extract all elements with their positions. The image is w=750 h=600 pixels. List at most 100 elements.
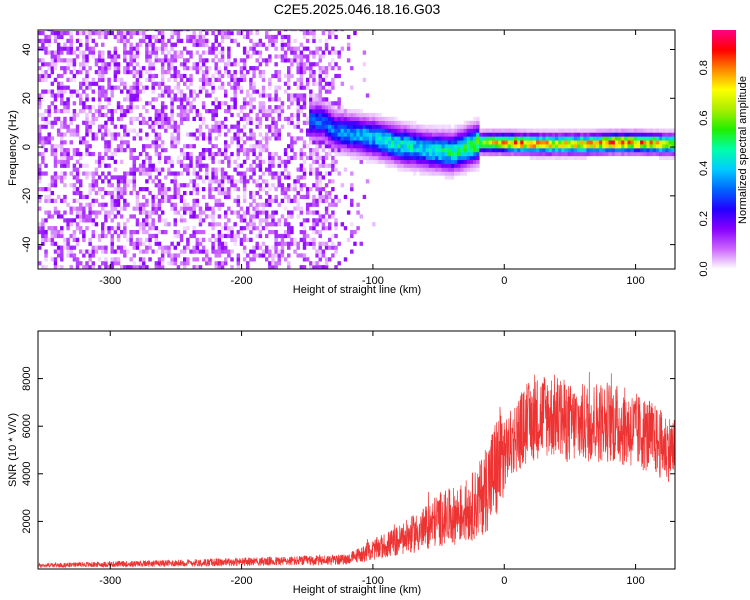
spectrogram-cell [113,214,118,219]
spectrogram-cell [375,148,379,153]
spectrogram-cell [290,237,294,242]
spectrogram-cell [261,210,266,215]
spectrogram-cell [580,144,584,149]
spectrogram-cell [47,132,51,137]
spectrogram-cell [287,194,291,200]
spectrogram-cell [113,85,118,90]
spectrogram-cell [343,136,348,141]
spectrogram-cell [413,132,417,137]
spectrogram-cell [126,179,130,184]
spectrogram-cell [154,167,159,172]
spectrogram-cell [173,66,177,71]
spectrogram-cell [296,58,300,63]
spectrogram-cell [38,171,42,176]
spectrogram-cell [72,218,77,223]
spectrogram-cell [387,140,392,145]
spectrogram-cell [413,159,417,164]
spectrogram-cell [391,132,395,137]
spectrogram-cell [264,218,269,223]
spectrogram-cell [375,116,379,122]
spectrogram-cell [384,136,389,141]
spectrogram-cell [132,116,137,122]
spectrogram-cell [309,105,313,110]
spectrogram-cell [570,132,575,137]
spectrogram-cell [104,245,108,250]
spectrogram-cell [466,132,471,137]
spectrogram-cell [208,190,212,196]
spectrogram-cell [290,116,294,122]
spectrogram-cell [435,163,439,168]
spectrogram-cell [239,214,244,219]
spectrogram-cell [192,226,196,231]
spectrogram-cell [302,62,307,67]
spectrogram-cell [444,163,449,168]
spectrogram-cell [104,144,108,149]
spectrogram-cell [94,167,99,172]
spectrogram-cell [312,183,316,188]
spectrogram-cell [94,210,99,215]
spectrogram-cell [69,210,73,215]
spectrogram-cell [277,222,282,227]
spectrogram-cell [299,253,304,258]
spectrogram-cell [422,155,427,161]
spectrogram-cell [138,163,143,168]
spectrogram-cell [249,30,253,36]
spectrogram-cell [318,46,322,51]
spectrogram-cell [321,30,326,36]
spectrogram-cell [69,253,73,258]
spectrogram-cell [101,222,105,227]
spectrogram-cell [66,218,70,223]
spectrogram-cell [116,198,121,203]
spectrogram-cell [447,136,452,141]
spectrogram-cell [249,163,253,168]
spectrogram-cell [91,233,96,239]
spectrogram-cell [201,105,206,110]
spectrogram-cell [460,163,464,168]
spectrogram-cell [198,128,203,133]
spectrogram-cell [119,34,124,40]
spectrogram-cell [88,50,92,55]
spectrogram-cell [173,245,177,250]
spectrogram-cell [50,54,55,59]
spectrogram-cell [230,233,234,239]
spectrogram-cell [312,120,316,125]
spectrogram-cell [167,116,171,122]
spectrogram-cell [283,34,288,40]
spectrogram-cell [403,151,408,157]
spectrogram-cell [309,109,313,114]
spectrogram-cell [309,124,313,129]
spectrogram-cell [495,144,499,149]
spectrogram-cell [113,54,118,59]
spectrogram-cell [82,62,86,67]
spectrogram-cell [183,190,187,196]
spectrogram-cell [50,241,55,246]
spectrogram-cell [110,136,114,141]
spectrogram-cell [375,151,379,157]
spectrogram-cell [66,249,70,254]
spectrogram-cell [173,206,177,211]
spectrogram-cell [38,38,42,43]
spectrogram-cell [75,46,80,51]
spectrogram-cell [53,109,58,114]
spectrogram-cell [567,151,572,157]
spectrogram-cell [145,179,149,184]
spectrogram-cell [536,151,540,157]
spectrogram-cell [268,124,272,129]
spectrogram-cell [154,241,159,246]
spectrogram-cell [170,54,174,59]
spectrogram-cell [321,97,326,102]
spectrogram-cell [589,128,594,133]
spectrogram-cell [283,187,288,192]
spectrogram-cell [586,132,590,137]
spectrogram-cell [249,101,253,106]
spectrogram-cell [123,140,127,145]
spectrogram-cell [255,226,259,231]
spectrogram-cell [274,124,278,129]
spectrogram-cell [154,30,159,32]
spectrogram-cell [211,206,215,211]
spectrogram-cell [160,261,165,266]
spectrogram-cell [123,226,127,231]
spectrogram-cell [195,265,200,269]
spectrogram-cell [652,128,657,133]
spectrogram-cell [280,190,285,196]
